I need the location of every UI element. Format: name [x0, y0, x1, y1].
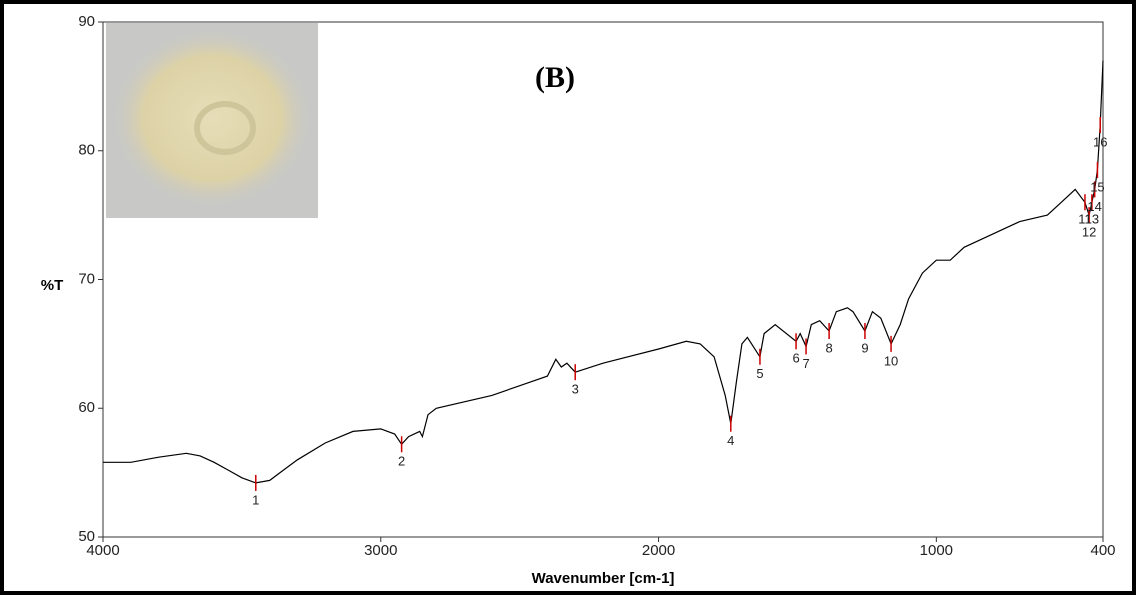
peak-label: 1 — [252, 492, 259, 507]
peak-label: 14 — [1087, 199, 1101, 214]
photo-inset — [106, 23, 318, 218]
y-tick-label: 50 — [78, 528, 95, 545]
x-tick-label: 4000 — [86, 542, 119, 559]
peak-label: 3 — [572, 382, 579, 397]
x-tick-label: 400 — [1090, 542, 1115, 559]
peak-label: 8 — [825, 340, 832, 355]
x-tick-label: 2000 — [642, 542, 675, 559]
spectrum-line — [103, 60, 1104, 484]
peak-label: 15 — [1090, 180, 1104, 195]
peak-label: 12 — [1082, 225, 1096, 240]
peak-label: 11 — [1078, 212, 1092, 227]
peak-label: 16 — [1093, 134, 1107, 149]
y-tick-label: 90 — [78, 13, 95, 30]
x-axis-title: Wavenumber [cm-1] — [532, 570, 675, 587]
peak-label: 2 — [398, 454, 405, 469]
peak-label: 4 — [727, 433, 734, 448]
peak-label: 7 — [802, 356, 809, 371]
y-tick-label: 80 — [78, 142, 95, 159]
y-tick-label: 60 — [78, 399, 95, 416]
peak-label: 13 — [1085, 212, 1099, 227]
y-tick-label: 70 — [78, 270, 95, 287]
peak-label: 5 — [756, 366, 763, 381]
peak-label: 9 — [861, 340, 868, 355]
x-tick-label: 3000 — [364, 542, 397, 559]
panel-label: (B) — [535, 61, 575, 94]
x-tick-label: 1000 — [920, 542, 953, 559]
peak-label: 10 — [884, 353, 898, 368]
peak-label: 6 — [792, 351, 799, 366]
y-axis-title: %T — [41, 277, 64, 294]
